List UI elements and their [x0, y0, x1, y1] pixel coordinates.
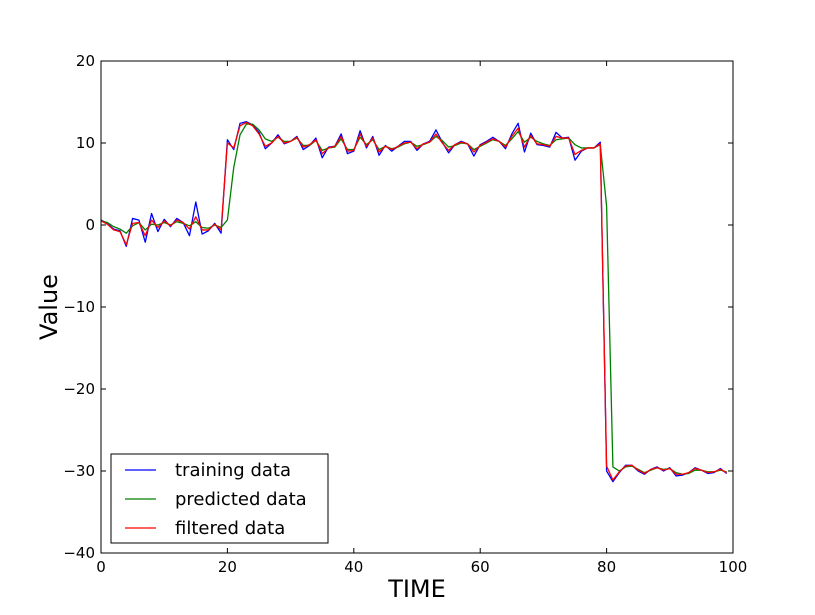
x-tick-label: 100 [719, 558, 748, 576]
y-tick-label: −40 [63, 544, 95, 562]
y-axis-title: Value [35, 274, 63, 340]
y-tick-label: 20 [76, 52, 95, 70]
y-tick-label: −30 [63, 462, 95, 480]
y-tick-label: −20 [63, 380, 95, 398]
x-tick-label: 40 [344, 558, 363, 576]
plot-frame [100, 60, 734, 554]
series-layer [100, 121, 728, 483]
legend-label-2: predicted data [175, 489, 307, 510]
x-axis-title: TIME [387, 575, 446, 603]
y-tick-label: 0 [85, 216, 95, 234]
legend: training data predicted data filtered data [110, 453, 329, 544]
x-tick-label: 0 [96, 558, 106, 576]
legend-label-1: training data [175, 460, 291, 481]
x-tick-label: 60 [471, 558, 490, 576]
series-line-3 [100, 121, 727, 481]
x-tick-label: 80 [597, 558, 616, 576]
y-tick-label: −10 [63, 298, 95, 316]
legend-label-3: filtered data [175, 518, 285, 539]
y-tick-label: 10 [76, 134, 95, 152]
x-tick-label: 20 [218, 558, 237, 576]
